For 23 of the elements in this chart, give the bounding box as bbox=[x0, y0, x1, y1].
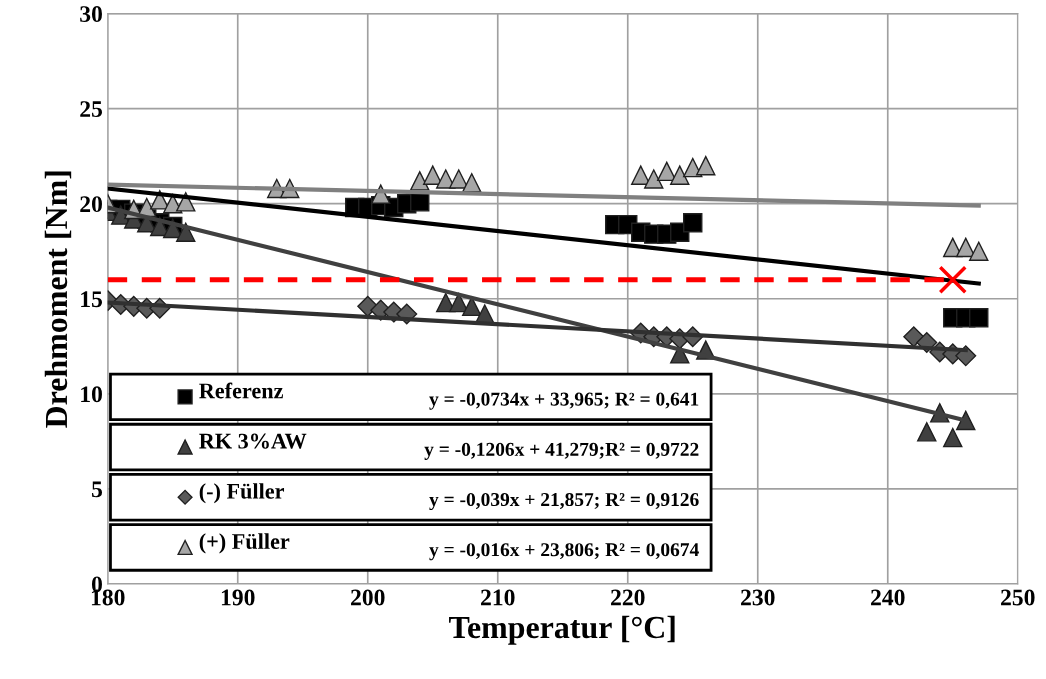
x-tick-label: 240 bbox=[871, 589, 905, 606]
y-tick-label: 25 bbox=[80, 101, 103, 118]
x-tick-label: 220 bbox=[611, 589, 645, 606]
x-tick-label: 190 bbox=[221, 589, 255, 606]
y-axis-title: Drehmoment [Nm] bbox=[44, 171, 72, 428]
annotation: y = -0,039x + 21,857; R² = 0,9126 bbox=[429, 492, 699, 511]
x-axis-title: Temperatur [°C] bbox=[449, 615, 675, 645]
x-tick-label: 200 bbox=[351, 589, 385, 606]
y-tick-label: 30 bbox=[80, 6, 102, 22]
legend-label: RK 3%AW bbox=[199, 433, 307, 449]
y-tick-label: 10 bbox=[81, 386, 102, 403]
annotation: y = -0,1206x + 41,279;R² = 0,9722 bbox=[424, 442, 699, 460]
y-tick-label: 15 bbox=[81, 291, 103, 308]
annotation: y = -0,016x + 23,806; R² = 0,0674 bbox=[429, 543, 699, 561]
y-tick-label: 20 bbox=[80, 196, 102, 213]
legend-label: Referenz bbox=[199, 382, 283, 399]
annotation: y = -0,0734x + 33,965; R² = 0,641 bbox=[429, 392, 699, 410]
y-tick-label: 5 bbox=[92, 481, 103, 498]
x-tick-label: 230 bbox=[741, 589, 775, 606]
x-tick-label: 210 bbox=[481, 589, 515, 606]
legend-label: (-) Füller bbox=[199, 483, 285, 504]
x-tick-label: 250 bbox=[1001, 589, 1035, 606]
legend-label: (+) Füller bbox=[199, 533, 290, 554]
